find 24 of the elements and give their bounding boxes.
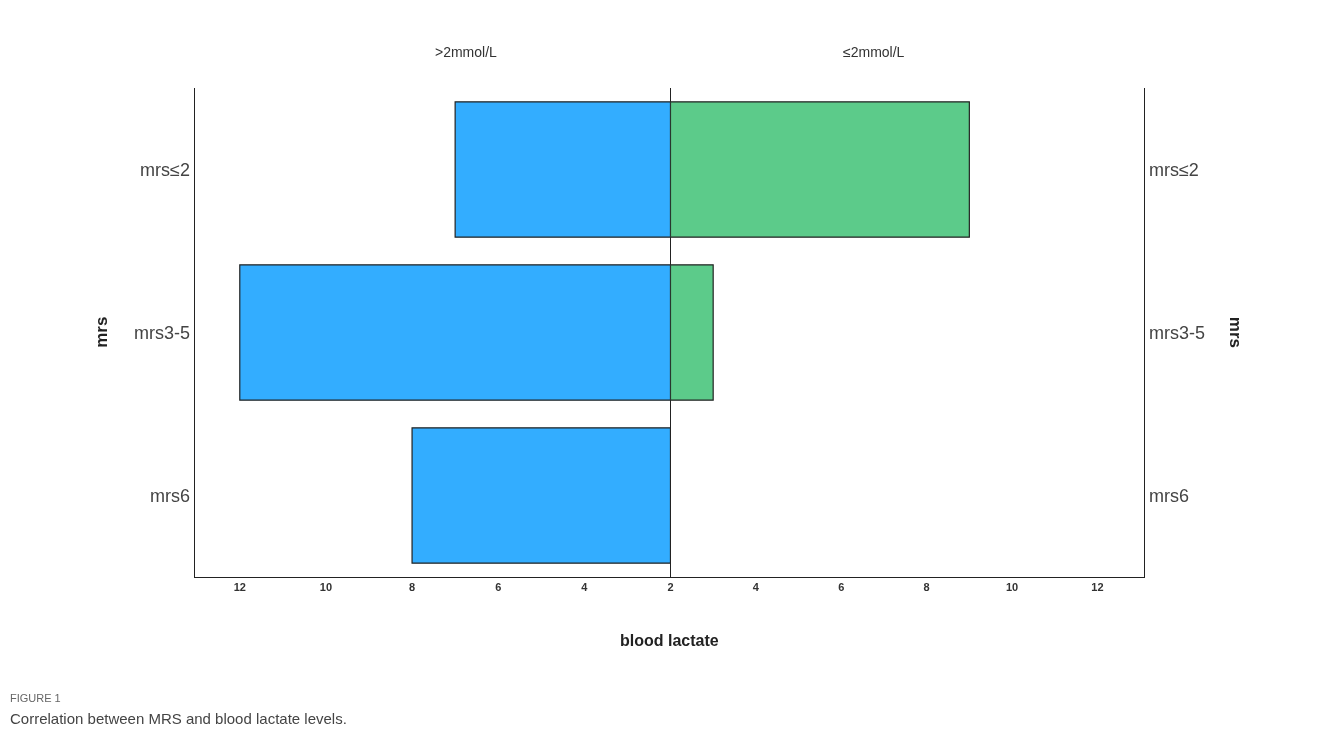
x-tick-label: 2 <box>667 581 674 594</box>
chart-title: ≤2mmol/L <box>843 44 905 60</box>
y-tick-label: mrs≤2 <box>140 159 190 180</box>
x-tick-label: 10 <box>319 581 333 594</box>
y-tick-label: mrs6 <box>1149 485 1189 506</box>
x-tick-label: 10 <box>1005 581 1019 594</box>
y-axis-title: mrs <box>1226 316 1246 349</box>
y-tick-label: mrs6 <box>149 485 190 506</box>
x-tick-label: 6 <box>495 581 502 594</box>
x-tick-label: 4 <box>581 581 589 594</box>
y-tick-label: mrs3-5 <box>133 322 190 343</box>
x-tick-label: 8 <box>409 581 416 594</box>
y-tick-label: mrs≤2 <box>1149 159 1199 180</box>
x-tick-label: 12 <box>1091 581 1104 594</box>
y-tick-label: mrs3-5 <box>1149 322 1206 343</box>
x-tick-label: 6 <box>838 581 845 594</box>
x-axis-title: blood lactate <box>620 632 719 649</box>
caption: FIGURE 1 <box>10 692 61 704</box>
text: Correlation between MRS and blood lactate levels. <box>10 710 347 727</box>
chart-title: >2mmol/L <box>435 44 498 60</box>
x-tick-label: 12 <box>233 581 246 594</box>
x-tick-label: 4 <box>752 581 760 594</box>
y-axis-title: mrs <box>91 316 111 348</box>
x-tick-label: 8 <box>923 581 930 594</box>
